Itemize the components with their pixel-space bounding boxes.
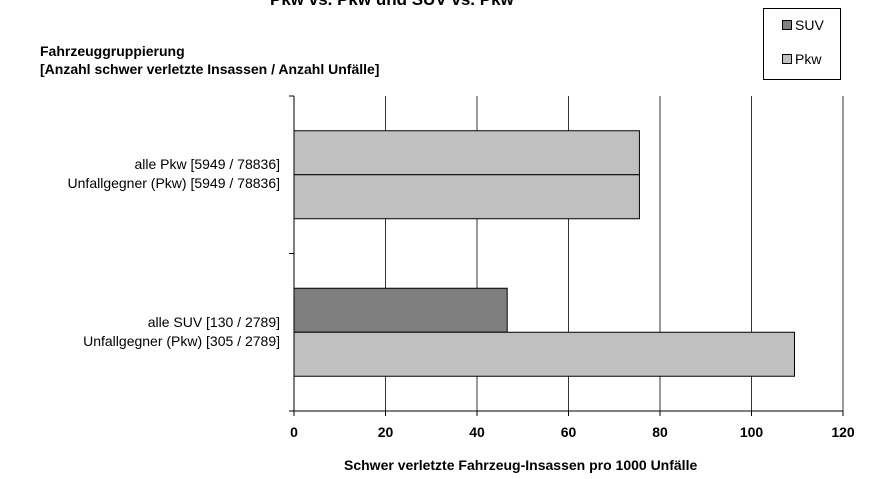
- bar-group-2-2: [293, 331, 796, 377]
- group-title: Fahrzeuggruppierung [Anzahl schwer verle…: [40, 42, 379, 78]
- category-label-group-2-line-2: Unfallgegner (Pkw) [305 / 2789]: [83, 333, 280, 349]
- legend-item-pkw: Pkw: [782, 51, 821, 67]
- group-title-line-2: [Anzahl schwer verletzte Insassen / Anza…: [40, 61, 380, 77]
- category-label-group-1: alle Pkw [5949 / 78836] Unfallgegner (Pk…: [68, 155, 280, 193]
- x-tick-label-80: 80: [652, 424, 668, 440]
- bar-group-2-1: [293, 287, 508, 333]
- category-label-group-2: alle SUV [130 / 2789] Unfallgegner (Pkw)…: [83, 313, 280, 351]
- legend-item-suv: SUV: [782, 17, 824, 33]
- category-label-group-1-line-2: Unfallgegner (Pkw) [5949 / 78836]: [67, 175, 280, 191]
- legend-label-suv: SUV: [795, 17, 824, 33]
- legend-swatch-pkw: [782, 54, 792, 64]
- top-title: Pkw vs. Pkw und SUV vs. Pkw: [270, 0, 514, 10]
- legend-label-pkw: Pkw: [795, 51, 822, 67]
- x-tick-label-40: 40: [469, 424, 485, 440]
- legend-swatch-suv: [782, 20, 792, 30]
- category-label-group-2-line-1: alle SUV [130 / 2789]: [147, 314, 280, 330]
- category-label-group-1-line-1: alle Pkw [5949 / 78836]: [134, 156, 280, 172]
- bar-group-1-1: [293, 130, 640, 176]
- x-tick-label-0: 0: [290, 424, 298, 440]
- x-tick-label-120: 120: [831, 424, 855, 440]
- x-tick-label-60: 60: [561, 424, 577, 440]
- bar-group-1-2: [293, 174, 640, 220]
- group-title-line-1: Fahrzeuggruppierung: [40, 43, 185, 59]
- x-axis-label: Schwer verletzte Fahrzeug-Insassen pro 1…: [344, 457, 698, 473]
- x-tick-label-20: 20: [378, 424, 394, 440]
- legend: SUV Pkw: [763, 8, 841, 80]
- x-tick-label-100: 100: [740, 424, 764, 440]
